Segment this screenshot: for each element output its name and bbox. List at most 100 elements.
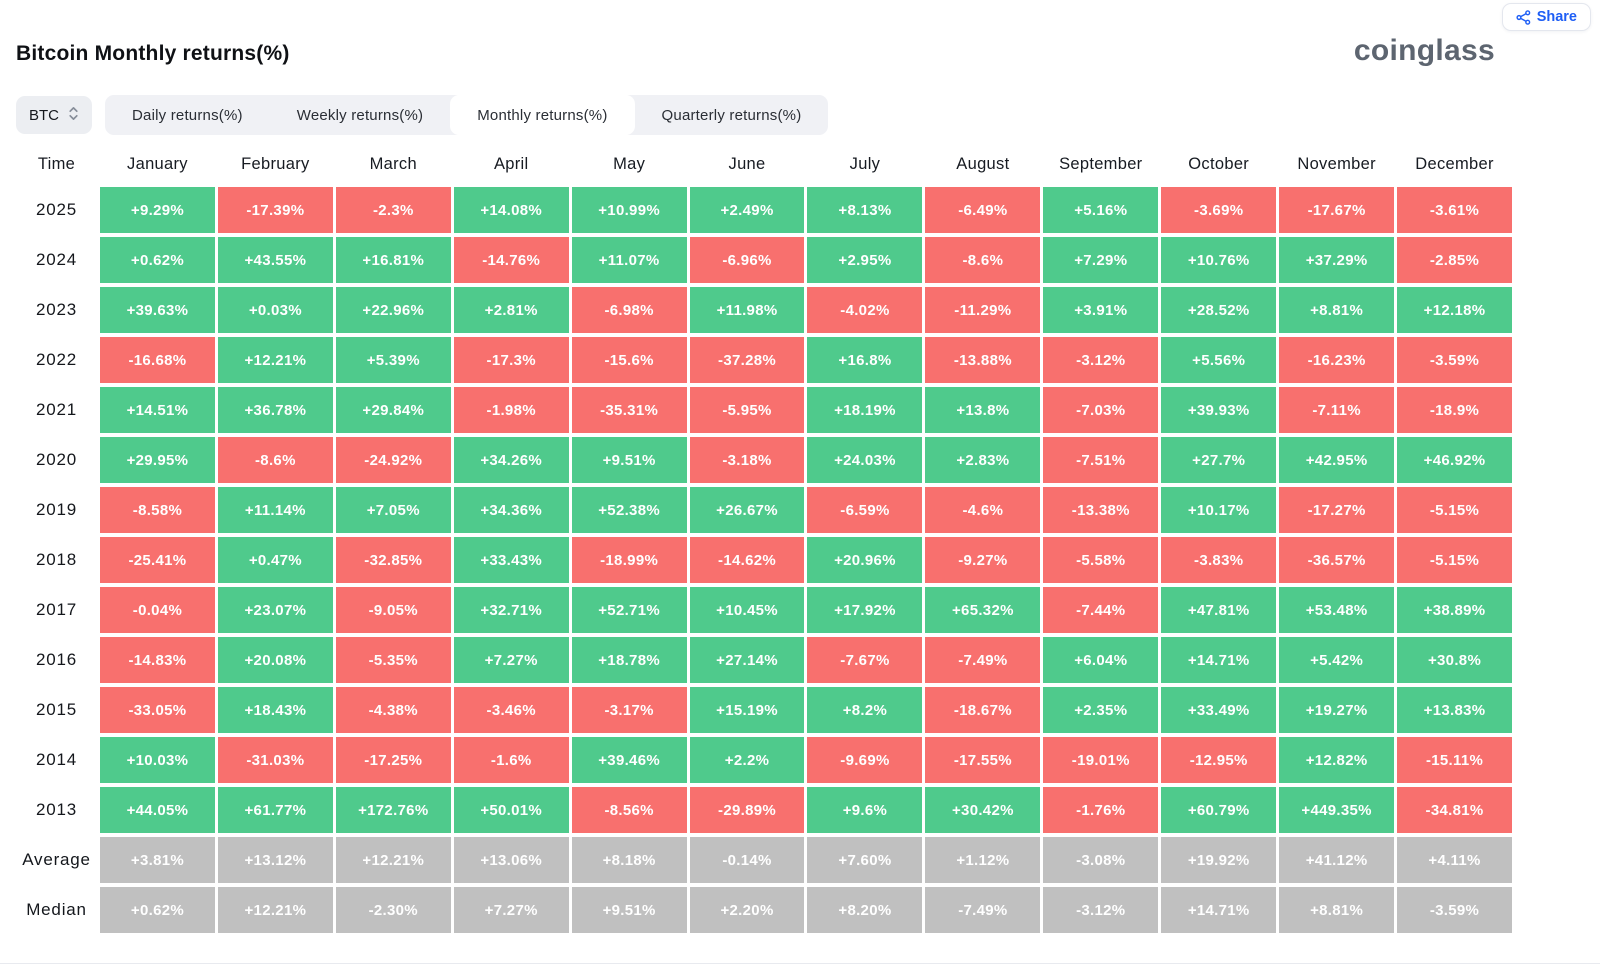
cell-2025-october: -3.69% bbox=[1161, 187, 1277, 233]
cell-2024-may: +11.07% bbox=[571, 237, 687, 283]
cell-2013-february: +61.77% bbox=[217, 787, 333, 833]
cell-2014-october: -12.95% bbox=[1161, 737, 1277, 783]
cell-2018-october: -3.83% bbox=[1161, 537, 1277, 583]
bottom-divider bbox=[0, 963, 1600, 964]
symbol-select-value: BTC bbox=[29, 106, 59, 124]
cell-average-may: +8.18% bbox=[571, 837, 687, 883]
cell-2021-august: +13.8% bbox=[925, 387, 1041, 433]
tab-monthly-returns[interactable]: Monthly returns(%) bbox=[450, 95, 635, 135]
cell-2025-may: +10.99% bbox=[571, 187, 687, 233]
table-row-average: Average +3.81% +13.12% +12.21% +13.06% +8.18%… bbox=[16, 837, 1512, 883]
cell-2022-november: -16.23% bbox=[1279, 337, 1395, 383]
cell-2017-august: +65.32% bbox=[925, 587, 1041, 633]
cell-2020-may: +9.51% bbox=[571, 437, 687, 483]
cell-2023-january: +39.63% bbox=[100, 287, 215, 333]
cell-2015-february: +18.43% bbox=[217, 687, 333, 733]
share-button-label: Share bbox=[1536, 9, 1577, 25]
cell-median-february: +12.21% bbox=[217, 887, 333, 933]
row-label-2024: 2024 bbox=[35, 250, 78, 269]
symbol-select[interactable]: BTC bbox=[16, 96, 92, 134]
tab-weekly-returns[interactable]: Weekly returns(%) bbox=[270, 95, 450, 135]
cell-2021-december: -18.9% bbox=[1397, 387, 1512, 433]
row-label-2017: 2017 bbox=[35, 600, 78, 619]
column-header-march: March bbox=[369, 154, 417, 173]
share-button[interactable]: Share bbox=[1501, 3, 1591, 31]
cell-average-january: +3.81% bbox=[100, 837, 215, 883]
cell-2013-october: +60.79% bbox=[1161, 787, 1277, 833]
row-label-2023: 2023 bbox=[35, 300, 78, 319]
cell-median-november: +8.81% bbox=[1279, 887, 1395, 933]
cell-2020-july: +24.03% bbox=[807, 437, 923, 483]
cell-2014-august: -17.55% bbox=[925, 737, 1041, 783]
table-row-2014: 2014 +10.03% -31.03% -17.25% -1.6% +39.46% +2.… bbox=[16, 737, 1512, 783]
cell-2021-january: +14.51% bbox=[100, 387, 215, 433]
row-label-2016: 2016 bbox=[35, 650, 78, 669]
row-label-2019: 2019 bbox=[35, 500, 78, 519]
cell-2016-july: -7.67% bbox=[807, 637, 923, 683]
cell-2018-june: -14.62% bbox=[689, 537, 805, 583]
cell-2017-march: -9.05% bbox=[335, 587, 451, 633]
table-row-2020: 2020 +29.95% -8.6% -24.92% +34.26% +9.51% -3.1… bbox=[16, 437, 1512, 483]
cell-2014-june: +2.2% bbox=[689, 737, 805, 783]
column-header-october: October bbox=[1188, 154, 1250, 173]
cell-2021-june: -5.95% bbox=[689, 387, 805, 433]
cell-2024-december: -2.85% bbox=[1397, 237, 1512, 283]
cell-2014-may: +39.46% bbox=[571, 737, 687, 783]
cell-2024-august: -8.6% bbox=[925, 237, 1041, 283]
cell-2018-february: +0.47% bbox=[217, 537, 333, 583]
cell-2016-october: +14.71% bbox=[1161, 637, 1277, 683]
column-header-november: November bbox=[1297, 154, 1376, 173]
cell-2018-may: -18.99% bbox=[571, 537, 687, 583]
cell-2021-march: +29.84% bbox=[335, 387, 451, 433]
cell-2019-july: -6.59% bbox=[807, 487, 923, 533]
cell-2018-january: -25.41% bbox=[100, 537, 215, 583]
cell-2013-march: +172.76% bbox=[335, 787, 451, 833]
cell-2022-july: +16.8% bbox=[807, 337, 923, 383]
cell-2019-december: -5.15% bbox=[1397, 487, 1512, 533]
cell-2023-february: +0.03% bbox=[217, 287, 333, 333]
cell-2024-july: +2.95% bbox=[807, 237, 923, 283]
cell-2019-august: -4.6% bbox=[925, 487, 1041, 533]
cell-2016-march: -5.35% bbox=[335, 637, 451, 683]
cell-2024-june: -6.96% bbox=[689, 237, 805, 283]
row-label-median: Median bbox=[26, 900, 87, 919]
cell-2020-january: +29.95% bbox=[100, 437, 215, 483]
share-nodes-icon bbox=[1516, 9, 1531, 25]
cell-2025-august: -6.49% bbox=[925, 187, 1041, 233]
cell-2025-june: +2.49% bbox=[689, 187, 805, 233]
cell-2022-september: -3.12% bbox=[1043, 337, 1159, 383]
cell-average-july: +7.60% bbox=[807, 837, 923, 883]
cell-2013-june: -29.89% bbox=[689, 787, 805, 833]
cell-2022-october: +5.56% bbox=[1161, 337, 1277, 383]
cell-2018-december: -5.15% bbox=[1397, 537, 1512, 583]
cell-2021-november: -7.11% bbox=[1279, 387, 1395, 433]
cell-2019-october: +10.17% bbox=[1161, 487, 1277, 533]
column-header-june: June bbox=[728, 154, 766, 173]
column-header-january: January bbox=[127, 154, 188, 173]
cell-median-october: +14.71% bbox=[1161, 887, 1277, 933]
cell-2017-december: +38.89% bbox=[1397, 587, 1512, 633]
cell-2020-june: -3.18% bbox=[689, 437, 805, 483]
tab-daily-returns[interactable]: Daily returns(%) bbox=[105, 95, 270, 135]
cell-2016-april: +7.27% bbox=[453, 637, 569, 683]
cell-2019-february: +11.14% bbox=[217, 487, 333, 533]
cell-median-august: -7.49% bbox=[925, 887, 1041, 933]
table-row-2025: 2025 +9.29% -17.39% -2.3% +14.08% +10.99% +2.4… bbox=[16, 187, 1512, 233]
cell-2018-april: +33.43% bbox=[453, 537, 569, 583]
tab-quarterly-returns[interactable]: Quarterly returns(%) bbox=[635, 95, 829, 135]
coinglass-logo: coinglass bbox=[1353, 34, 1495, 67]
chevron-updown-icon bbox=[68, 105, 79, 126]
cell-2025-july: +8.13% bbox=[807, 187, 923, 233]
cell-2021-october: +39.93% bbox=[1161, 387, 1277, 433]
table-header-row: Time January February March April May June July… bbox=[16, 143, 1512, 185]
cell-2025-january: +9.29% bbox=[100, 187, 215, 233]
cell-average-april: +13.06% bbox=[453, 837, 569, 883]
cell-2015-june: +15.19% bbox=[689, 687, 805, 733]
cell-median-september: -3.12% bbox=[1043, 887, 1159, 933]
cell-average-december: +4.11% bbox=[1397, 837, 1512, 883]
cell-2025-february: -17.39% bbox=[217, 187, 333, 233]
cell-2015-august: -18.67% bbox=[925, 687, 1041, 733]
cell-2014-march: -17.25% bbox=[335, 737, 451, 783]
cell-median-january: +0.62% bbox=[100, 887, 215, 933]
cell-2023-november: +8.81% bbox=[1279, 287, 1395, 333]
